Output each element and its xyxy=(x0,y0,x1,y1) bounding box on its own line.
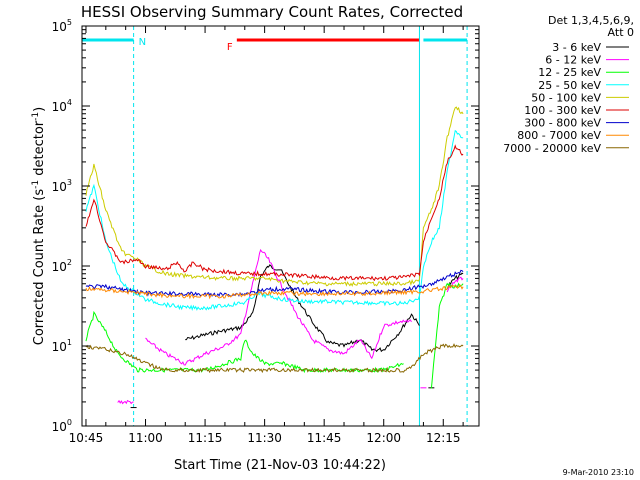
chart-title: HESSI Observing Summary Count Rates, Cor… xyxy=(81,3,463,21)
series-50-100-kev xyxy=(85,106,464,287)
x-axis: 10:45 11:00 11:15 11:30 11:45 12:00 12:15 xyxy=(69,26,464,445)
y-label-part: -1 xyxy=(31,180,41,189)
legend-label: 3 - 6 keV xyxy=(552,41,601,54)
legend-label: 12 - 25 keV xyxy=(538,66,601,79)
series-3-6-kev-part-2 xyxy=(185,264,420,353)
y-tick-exponent: 5 xyxy=(67,18,72,27)
y-label-part: -1 xyxy=(31,112,41,121)
series-7000-20000-kev xyxy=(85,343,464,374)
flag-label-f: F xyxy=(227,42,233,53)
legend-label: 50 - 100 keV xyxy=(531,91,601,104)
x-tick-label: 11:15 xyxy=(188,431,223,445)
x-tick-label: 11:45 xyxy=(307,431,342,445)
y-tick-exponent: 4 xyxy=(67,98,72,107)
legend-label: 300 - 800 keV xyxy=(524,117,601,130)
footer-timestamp: 9-Mar-2010 23:10 xyxy=(563,468,634,477)
legend-label: 800 - 7000 keV xyxy=(517,129,601,142)
legend-label: 25 - 50 keV xyxy=(538,79,601,92)
series-100-300-kev xyxy=(85,144,464,282)
x-tick-label: 12:00 xyxy=(366,431,401,445)
y-tick-exponent: 0 xyxy=(67,418,72,427)
series-12-25-kev-part-1 xyxy=(85,310,404,374)
y-tick-exponent: 3 xyxy=(67,178,72,187)
series-6-12-kev-part-2 xyxy=(145,248,412,366)
x-tick-label: 11:30 xyxy=(247,431,282,445)
legend-label: 6 - 12 keV xyxy=(545,54,601,67)
legend-label: 7000 - 20000 keV xyxy=(503,142,601,155)
y-label-part: detector xyxy=(32,120,47,180)
series-lines xyxy=(85,106,464,409)
series-6-12-kev-part-1 xyxy=(117,399,134,405)
y-label-part: Corrected Count Rate (s xyxy=(32,189,47,346)
x-tick-label: 11:00 xyxy=(128,431,163,445)
x-tick-label: 10:45 xyxy=(69,431,104,445)
series-12-25-kev-part-2 xyxy=(430,282,464,389)
x-tick-label: 12:15 xyxy=(426,431,461,445)
series-25-50-kev xyxy=(85,129,464,311)
plot-frame xyxy=(81,25,480,427)
y-tick-exponent: 1 xyxy=(67,338,72,347)
legend-header-2: Att 0 xyxy=(608,26,634,39)
y-label-part: ) xyxy=(32,107,47,112)
y-axis-label: Corrected Count Rate (s-1 detector-1) xyxy=(31,107,47,345)
series-800-7000-kev xyxy=(85,284,464,300)
y-tick-exponent: 2 xyxy=(67,258,72,267)
legend-header-1: Det 1,3,4,5,6,9, xyxy=(548,14,634,27)
legend-label: 100 - 300 keV xyxy=(524,104,601,117)
x-axis-label: Start Time (21-Nov-03 10:44:22) xyxy=(174,458,386,473)
flag-label-n: N xyxy=(139,37,146,48)
